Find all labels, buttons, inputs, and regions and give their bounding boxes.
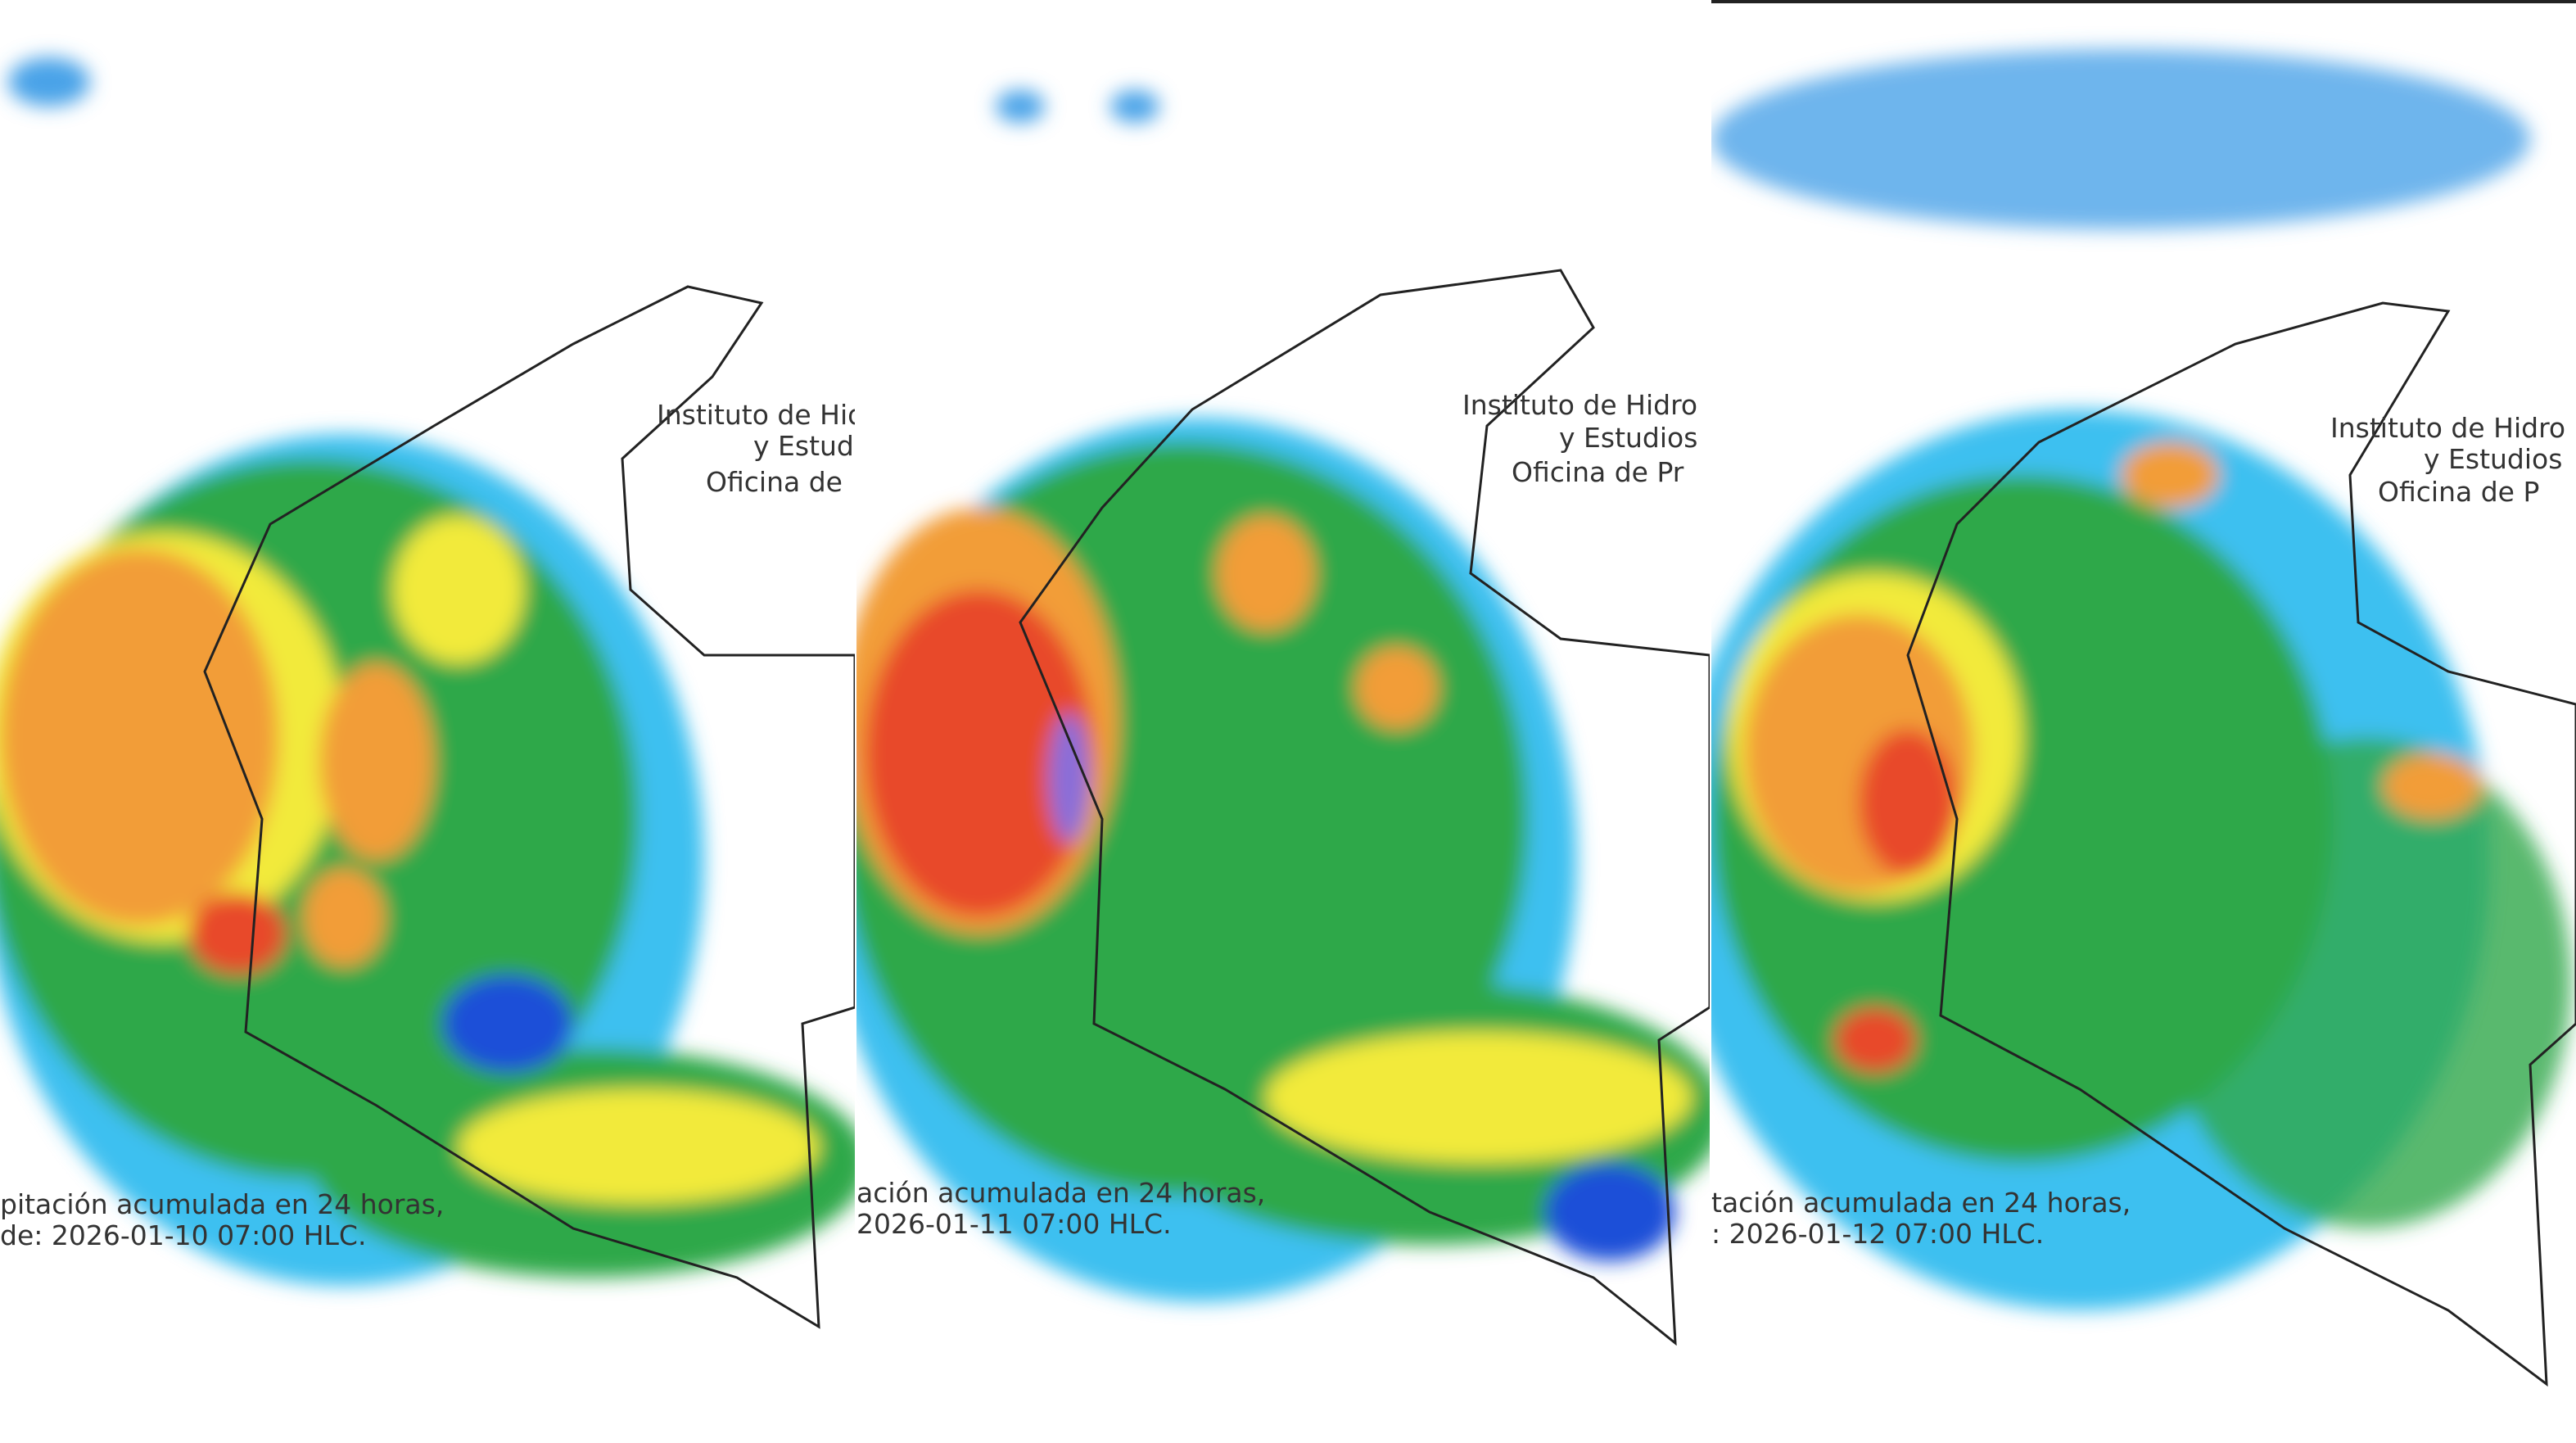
- institution-text: Instituto de Hidro: [657, 399, 855, 431]
- caption-text: tación acumulada en 24 horas,: [1711, 1187, 2131, 1219]
- precip-field: [856, 90, 1710, 1302]
- caption-text: pitación acumulada en 24 horas,: [0, 1188, 444, 1220]
- institution-text: y Estudios: [1559, 422, 1697, 454]
- caption-text: ación acumulada en 24 horas,: [856, 1177, 1265, 1209]
- country-outline: [1906, 301, 2576, 1387]
- country-outline: [203, 285, 855, 1329]
- institution-text: y Estudios: [2424, 443, 2562, 475]
- country-outline: [1019, 269, 1710, 1346]
- institution-text: Instituto de Hidro: [2330, 412, 2565, 444]
- institution-text: Oficina de P: [2378, 476, 2539, 508]
- institution-text: Instituto de Hidro: [1462, 389, 1697, 421]
- caption-text: : 2026-01-12 07:00 HLC.: [1711, 1218, 2044, 1250]
- institution-text: Oficina de Pr: [1512, 456, 1684, 488]
- institution-text: Oficina de: [706, 466, 843, 498]
- caption-text: 2026-01-11 07:00 HLC.: [856, 1208, 1172, 1240]
- precip-field: [0, 57, 855, 1286]
- caption-text: de: 2026-01-10 07:00 HLC.: [0, 1219, 366, 1251]
- institution-text: y Estudio: [753, 430, 855, 462]
- precip-field: [1711, 49, 2571, 1310]
